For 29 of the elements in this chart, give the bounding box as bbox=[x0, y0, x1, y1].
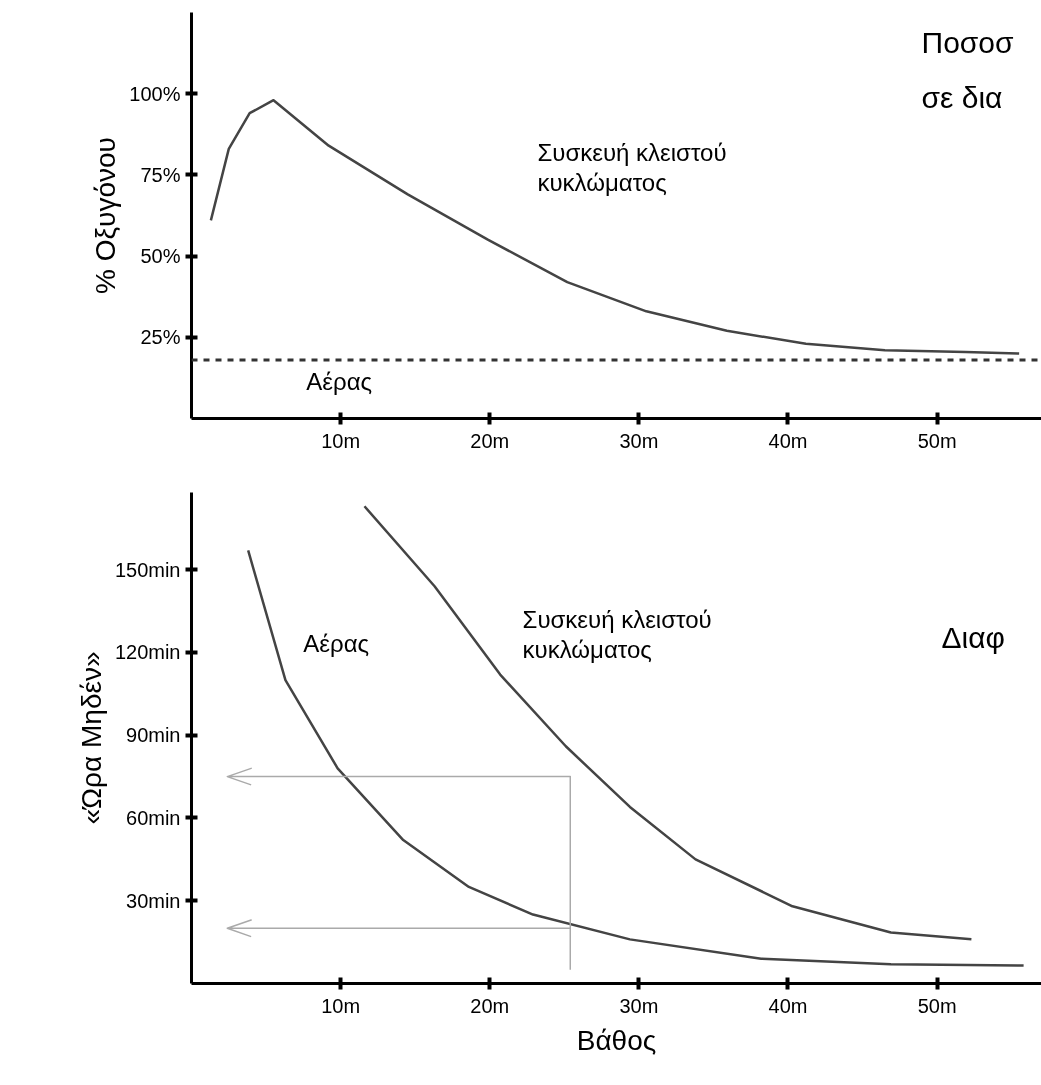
x-axis-title: Βάθος bbox=[576, 1024, 657, 1056]
y-tick-label: 50% bbox=[140, 245, 181, 268]
annotation: Διαφ bbox=[941, 620, 1006, 654]
series-label: Αέρας bbox=[303, 630, 370, 658]
series-label: Συσκευή κλειστού κυκλώματος bbox=[522, 605, 712, 663]
x-tick-label: 50m bbox=[917, 429, 957, 452]
x-tick-label: 30m bbox=[619, 994, 659, 1017]
y-tick-label: 120min bbox=[114, 641, 181, 664]
annotation: Ποσοσ bbox=[921, 25, 1015, 59]
annotation: σε δια bbox=[921, 80, 1003, 114]
y-tick-label: 25% bbox=[140, 326, 181, 349]
y-tick-label: 60min bbox=[126, 806, 181, 829]
x-tick-label: 20m bbox=[470, 994, 510, 1017]
y-tick-label: 90min bbox=[126, 724, 181, 747]
ref-line-label: Αέρας bbox=[306, 368, 373, 396]
y-axis-title: «Ώρα Μηδέν» bbox=[75, 651, 107, 825]
text: Συσκευή κλειστού κυκλώματος bbox=[537, 139, 727, 197]
y-tick-label: 150min bbox=[114, 558, 181, 581]
y-axis-title: % Οξυγόνου bbox=[90, 137, 122, 294]
y-tick-label: 30min bbox=[126, 889, 181, 912]
x-tick-label: 50m bbox=[917, 994, 957, 1017]
x-tick-label: 30m bbox=[619, 429, 659, 452]
x-tick-label: 10m bbox=[321, 994, 361, 1017]
x-tick-label: 40m bbox=[768, 994, 808, 1017]
x-tick-label: 20m bbox=[470, 429, 510, 452]
y-tick-label: 75% bbox=[140, 163, 181, 186]
y-tick-label: 100% bbox=[129, 82, 181, 105]
x-tick-label: 10m bbox=[321, 429, 361, 452]
x-tick-label: 40m bbox=[768, 429, 808, 452]
